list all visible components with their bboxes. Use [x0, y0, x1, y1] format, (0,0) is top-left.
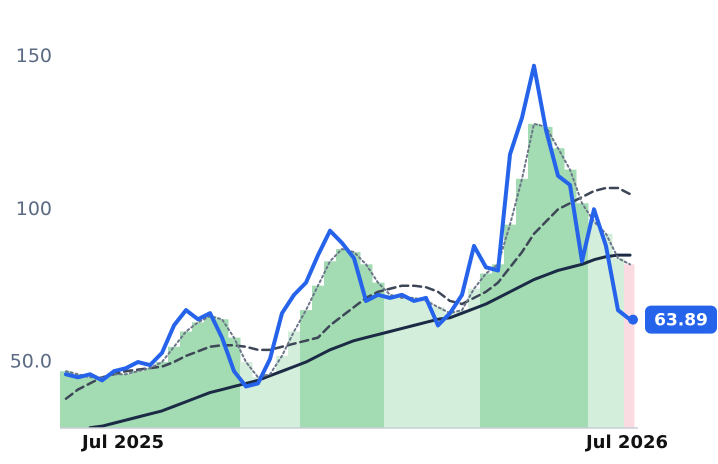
shade-bar	[240, 362, 253, 428]
y-tick-label: 150	[16, 45, 52, 67]
shade-bar	[540, 126, 553, 428]
shade-bar	[228, 337, 241, 428]
shade-bar	[360, 264, 373, 428]
series-line	[64, 63, 632, 389]
shade-bar	[180, 331, 193, 428]
shade-bar	[444, 313, 457, 428]
shade-bar	[108, 374, 121, 428]
shade-bar	[372, 282, 385, 428]
shade-bar	[480, 273, 493, 428]
shade-bar	[564, 169, 577, 428]
shade-bar	[324, 261, 337, 428]
shade-bar	[192, 322, 205, 428]
shade-bar	[264, 374, 277, 428]
shade-bar	[120, 374, 133, 428]
shade-bar	[288, 331, 301, 428]
shade-bar	[516, 178, 529, 428]
y-tick-label: 100	[16, 198, 52, 220]
y-tick-label: 50.0	[10, 351, 52, 373]
plot	[60, 63, 635, 428]
shade-bar	[204, 316, 217, 428]
shade-bar	[504, 224, 517, 428]
shade-bar	[492, 264, 505, 428]
shade-bar	[84, 377, 97, 428]
shade-bar	[552, 148, 565, 428]
last-value-badge	[645, 305, 717, 334]
shade-bar	[456, 310, 469, 428]
shade-bar	[624, 264, 635, 428]
shade-bar	[420, 300, 433, 428]
shade-bar	[144, 368, 157, 428]
shade-bar	[576, 203, 589, 428]
shade-bar	[300, 310, 313, 428]
series-line	[88, 253, 632, 428]
shade-bar	[336, 249, 349, 428]
shade-bar	[96, 377, 109, 428]
shade-bar	[396, 297, 409, 428]
shade-bar	[132, 371, 145, 428]
x-tick-label: Jul 2025	[80, 432, 164, 453]
shade-bar	[72, 374, 85, 428]
last-point	[628, 314, 638, 325]
shade-bar	[528, 123, 541, 428]
shade-bar	[156, 362, 169, 428]
shade-bar	[432, 307, 445, 428]
x-tick-label: Jul 2026	[584, 432, 668, 453]
series-line	[64, 186, 632, 400]
shade-bar	[588, 221, 601, 428]
shade-bar	[408, 297, 421, 428]
shade-bar	[252, 377, 265, 428]
last-value-label: 63.89	[654, 311, 708, 331]
shade-bar	[384, 294, 397, 428]
shade-bar	[276, 355, 289, 428]
shade-bar	[600, 233, 613, 428]
shade-bar	[468, 288, 481, 428]
